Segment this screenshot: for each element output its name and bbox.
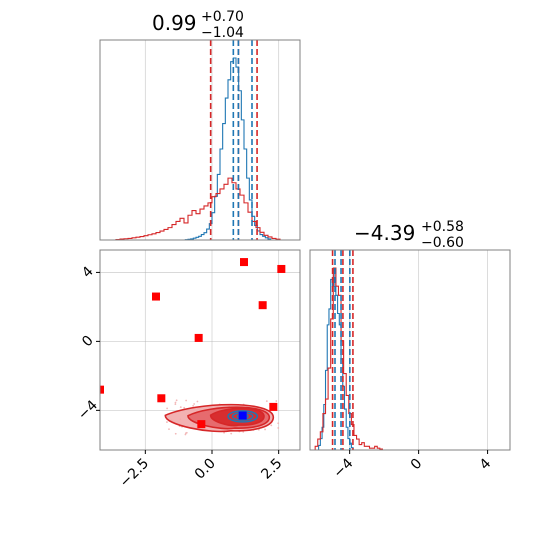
histogram-2-frame: [309, 249, 511, 451]
red-square-marker: [157, 394, 166, 403]
blue-contour-level: [227, 410, 259, 423]
sample-point: [166, 421, 168, 423]
sample-point: [275, 400, 278, 402]
histogram-2-title-value: −4.39: [354, 221, 415, 245]
sample-point: [193, 403, 196, 405]
histogram-1-grid: [144, 40, 280, 240]
histogram-2-x-ticks: −4 0 4: [331, 450, 495, 481]
sample-point: [174, 403, 177, 406]
histogram-1-title-minus: −1.04: [201, 25, 244, 41]
sample-point: [166, 407, 169, 410]
red-square-marker: [194, 333, 203, 342]
x-tick-label: 0: [408, 456, 426, 474]
x-tick-label: 4: [477, 455, 495, 473]
histogram-1-frame: [99, 39, 301, 241]
sample-point: [183, 406, 186, 409]
scatter-x-ticks: −2.5 0.0 2.5: [117, 450, 285, 491]
y-tick-label: 4: [79, 264, 97, 282]
sample-point: [277, 422, 280, 425]
sample-point: [270, 424, 273, 427]
red-square-marker: [258, 301, 267, 310]
sample-point: [179, 406, 182, 409]
x-tick-label: −2.5: [117, 456, 152, 491]
sample-point: [196, 400, 199, 403]
red-square-marker: [269, 402, 278, 411]
density-contours: [164, 399, 280, 436]
red-square-marker: [152, 292, 160, 301]
sample-point: [230, 432, 233, 435]
x-tick-label: 0.0: [192, 456, 219, 483]
sample-point: [174, 401, 177, 404]
sample-point: [174, 432, 177, 435]
histogram-2-title-plus: +0.58: [421, 219, 464, 235]
scatter-markers: [100, 258, 286, 429]
histogram-1-title-value: 0.99: [152, 11, 197, 35]
histogram-2-quantile-lines: [331, 250, 354, 450]
sample-point: [192, 404, 194, 407]
histogram-1-quantile-lines: [209, 40, 258, 240]
histogram-panel-param-2: −4 0 4 −4.39 +0.58 −0.60: [309, 219, 511, 481]
y-tick-label: 0: [79, 333, 97, 351]
x-tick-label: −4: [331, 455, 357, 481]
sample-point: [277, 427, 280, 429]
red-square-marker: [240, 258, 248, 267]
histogram-1-series: [115, 57, 281, 241]
sample-point: [185, 399, 188, 402]
y-tick-label: −4: [75, 397, 101, 423]
sample-point: [265, 400, 268, 402]
x-tick-label: 2.5: [258, 456, 285, 483]
histogram-2-series: [314, 267, 383, 450]
histogram-panel-param-1: 0.99 +0.70 −1.04: [99, 9, 301, 241]
histogram-series-blue: [318, 267, 354, 450]
sample-point: [264, 428, 266, 431]
sample-point: [168, 428, 170, 431]
histogram-2-grid: [349, 250, 488, 450]
histogram-1-title-plus: +0.70: [201, 9, 244, 25]
scatter-frame: [99, 249, 301, 451]
blue-square-marker: [238, 411, 247, 420]
red-square-marker: [277, 264, 286, 273]
red-square-marker: [100, 385, 104, 394]
sample-point: [175, 399, 178, 402]
scatter-y-ticks: −4 0 4: [75, 264, 101, 424]
scatter-contour-panel: −2.5 0.0 2.5 −4 0 4: [75, 249, 301, 491]
red-square-marker: [197, 420, 206, 429]
histogram-series-blue: [184, 57, 272, 241]
histogram-series-red: [314, 267, 383, 450]
histogram-series-red: [115, 177, 281, 241]
histogram-2-title-minus: −0.60: [421, 235, 464, 251]
sample-point: [184, 433, 187, 436]
